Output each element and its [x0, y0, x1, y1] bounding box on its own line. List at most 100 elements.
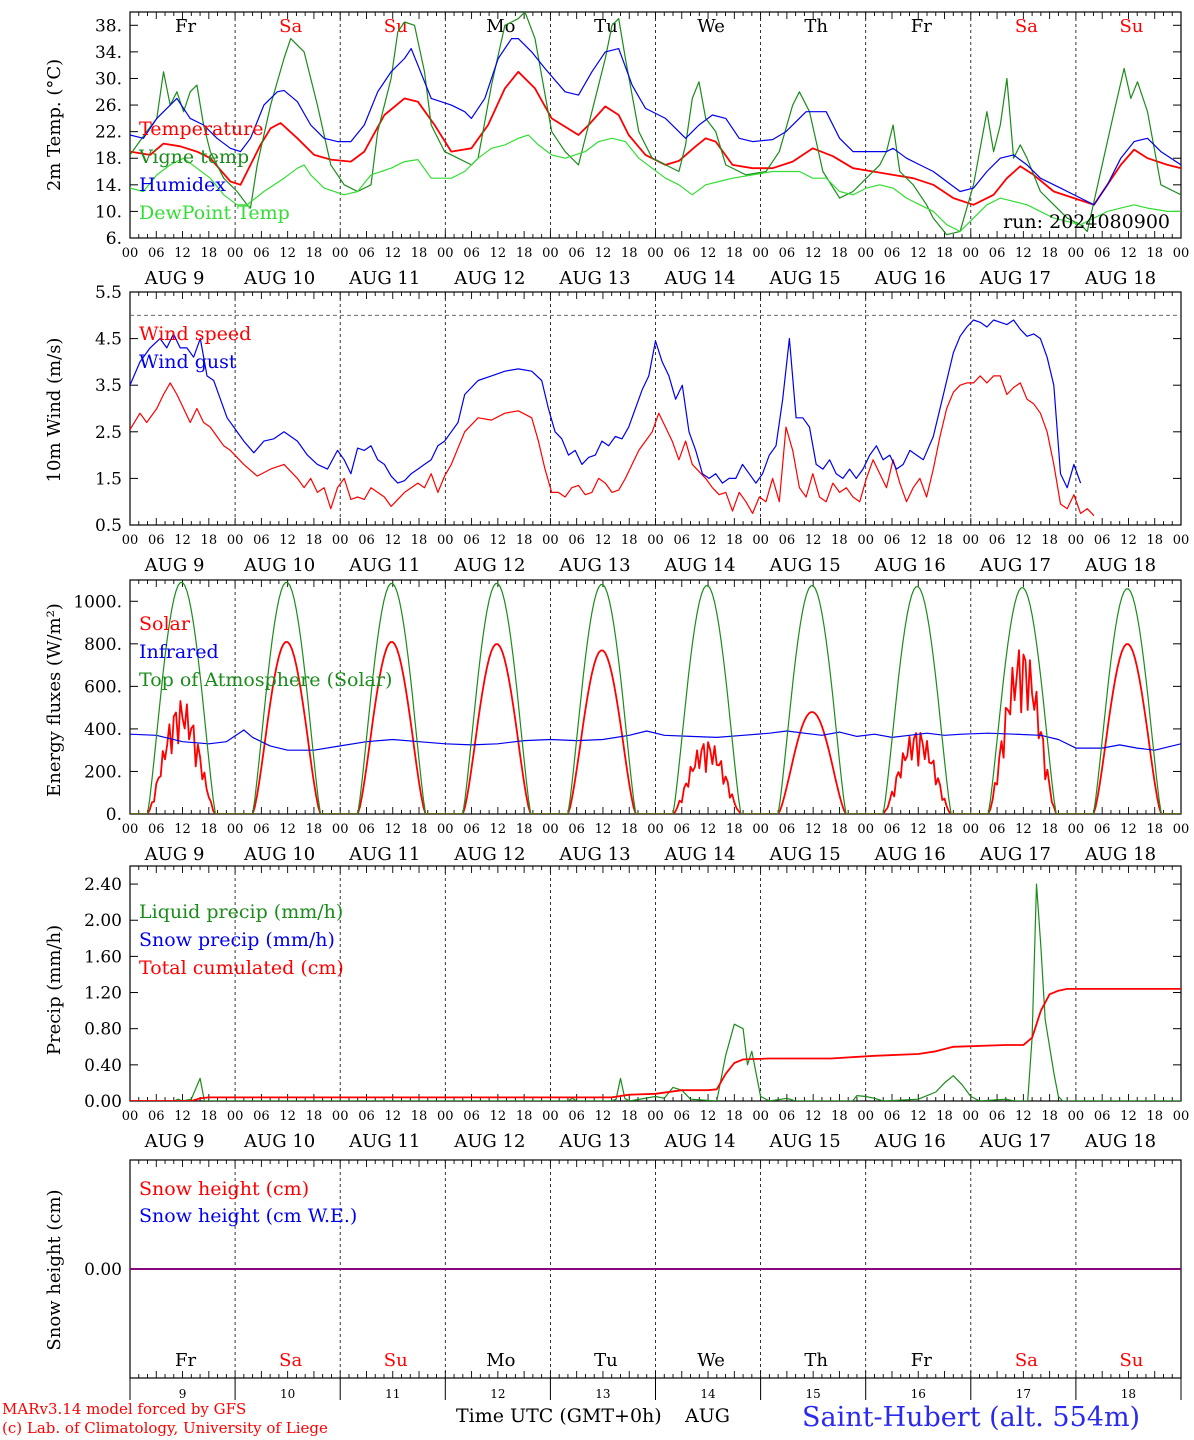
hour-tick-label: 18: [621, 822, 638, 837]
hour-tick-label: 18: [306, 533, 323, 548]
hour-tick-label: 06: [568, 533, 585, 548]
day-number-label: 17: [1016, 1387, 1031, 1401]
hour-tick-label: 18: [1146, 1109, 1163, 1124]
day-number-label: 18: [1121, 1387, 1136, 1401]
y-tick-label: 600.: [84, 677, 122, 697]
hour-tick-label: 18: [1146, 822, 1163, 837]
series-line-dewpoint-temp: [130, 134, 1181, 232]
hour-tick-label: 06: [358, 1109, 375, 1124]
weekday-label: Fr: [175, 16, 196, 37]
hour-tick-label: 00: [122, 533, 139, 548]
y-tick-label: 1.20: [84, 984, 122, 1004]
hour-tick-label: 12: [279, 822, 296, 837]
hour-tick-label: 12: [1120, 822, 1137, 837]
y-tick-label: 14.: [95, 176, 122, 196]
series-group: [130, 883, 1181, 1101]
weekday-label: Th: [804, 1350, 828, 1371]
series-line-wind-gust: [130, 319, 1082, 489]
hour-tick-label: 12: [595, 1109, 612, 1124]
weekday-label: Tu: [594, 16, 618, 37]
date-label: AUG 10: [243, 555, 315, 576]
hour-tick-label: 12: [910, 822, 927, 837]
day-number-label: 11: [385, 1387, 400, 1401]
date-label: AUG 17: [979, 844, 1051, 865]
hour-tick-label: 18: [1146, 246, 1163, 261]
hour-tick-label: 12: [1120, 533, 1137, 548]
date-label: AUG 15: [769, 1131, 841, 1152]
date-label: AUG 9: [144, 1131, 205, 1152]
date-label: AUG 11: [348, 1131, 420, 1152]
legend-entry: Top of Atmosphere (Solar): [139, 669, 392, 691]
legend-entry: Humidex: [139, 174, 226, 196]
hour-tick-label: 18: [1146, 533, 1163, 548]
hour-tick-label: 12: [700, 1109, 717, 1124]
weekday-label: Sa: [279, 16, 302, 37]
date-label: AUG 17: [979, 268, 1051, 289]
hour-tick-label: 00: [963, 533, 980, 548]
hour-tick-label: 00: [542, 1109, 559, 1124]
hour-tick-label: 06: [779, 246, 796, 261]
date-label: AUG 12: [453, 268, 525, 289]
hour-tick-label: 06: [148, 533, 165, 548]
y-axis-label: Precip (mm/h): [44, 925, 65, 1055]
hour-tick-label: 00: [122, 1109, 139, 1124]
hour-tick-label: 12: [174, 246, 191, 261]
y-tick-label: 5.5: [95, 283, 122, 303]
hour-tick-label: 00: [227, 246, 244, 261]
weekday-label: Mo: [486, 16, 515, 37]
series-group: [130, 581, 1181, 814]
weekday-label: Fr: [911, 1350, 932, 1371]
hour-tick-label: 06: [674, 1109, 691, 1124]
date-label: AUG 11: [348, 268, 420, 289]
hour-tick-label: 00: [227, 533, 244, 548]
y-tick-label: 22.: [95, 123, 122, 143]
date-label: AUG 12: [453, 844, 525, 865]
series-group: [130, 12, 1181, 236]
hour-tick-label: 12: [805, 1109, 822, 1124]
hour-tick-label: 18: [306, 246, 323, 261]
hour-tick-label: 18: [411, 246, 428, 261]
hour-tick-label: 18: [936, 246, 953, 261]
day-number-label: 15: [806, 1387, 821, 1401]
date-label: AUG 15: [769, 555, 841, 576]
date-label: AUG 10: [243, 1131, 315, 1152]
station-title: Saint-Hubert (alt. 554m): [802, 1402, 1141, 1433]
hour-tick-label: 00: [437, 1109, 454, 1124]
y-tick-label: 0.00: [84, 1092, 122, 1112]
hour-tick-label: 12: [595, 246, 612, 261]
run-annotation: run: 2024080900: [1003, 211, 1170, 233]
y-axis-label: Snow height (cm): [44, 1189, 65, 1350]
date-label: AUG 16: [874, 1131, 946, 1152]
hour-tick-label: 18: [936, 533, 953, 548]
y-tick-label: 0.5: [95, 516, 122, 536]
weekday-label: Mo: [486, 1350, 515, 1371]
series-line-wind-speed: [130, 375, 1095, 517]
hour-tick-label: 06: [463, 822, 480, 837]
date-label: AUG 12: [453, 1131, 525, 1152]
hour-tick-label: 12: [490, 1109, 507, 1124]
series-line-solar: [130, 641, 1181, 814]
hour-tick-label: 12: [1015, 533, 1032, 548]
y-tick-label: 2.00: [84, 911, 122, 931]
date-label: AUG 16: [874, 268, 946, 289]
date-label: AUG 10: [243, 844, 315, 865]
hour-tick-label: 12: [279, 533, 296, 548]
date-label: AUG 14: [663, 268, 735, 289]
weekday-label: Fr: [911, 16, 932, 37]
hour-tick-label: 12: [700, 822, 717, 837]
hour-tick-label: 00: [752, 246, 769, 261]
hour-tick-label: 12: [384, 246, 401, 261]
hour-tick-label: 18: [411, 533, 428, 548]
hour-tick-label: 12: [910, 1109, 927, 1124]
hour-tick-label: 00: [647, 1109, 664, 1124]
date-label: AUG 11: [348, 555, 420, 576]
series-line-infrared: [130, 729, 1181, 751]
y-tick-label: 2.40: [84, 875, 122, 895]
weekday-label: Sa: [279, 1350, 302, 1371]
date-label: AUG 18: [1084, 268, 1156, 289]
hour-tick-label: 00: [332, 1109, 349, 1124]
date-label: AUG 11: [348, 844, 420, 865]
hour-tick-label: 18: [936, 1109, 953, 1124]
hour-tick-label: 12: [1120, 246, 1137, 261]
legend-entry: Vigne temp: [138, 146, 249, 168]
